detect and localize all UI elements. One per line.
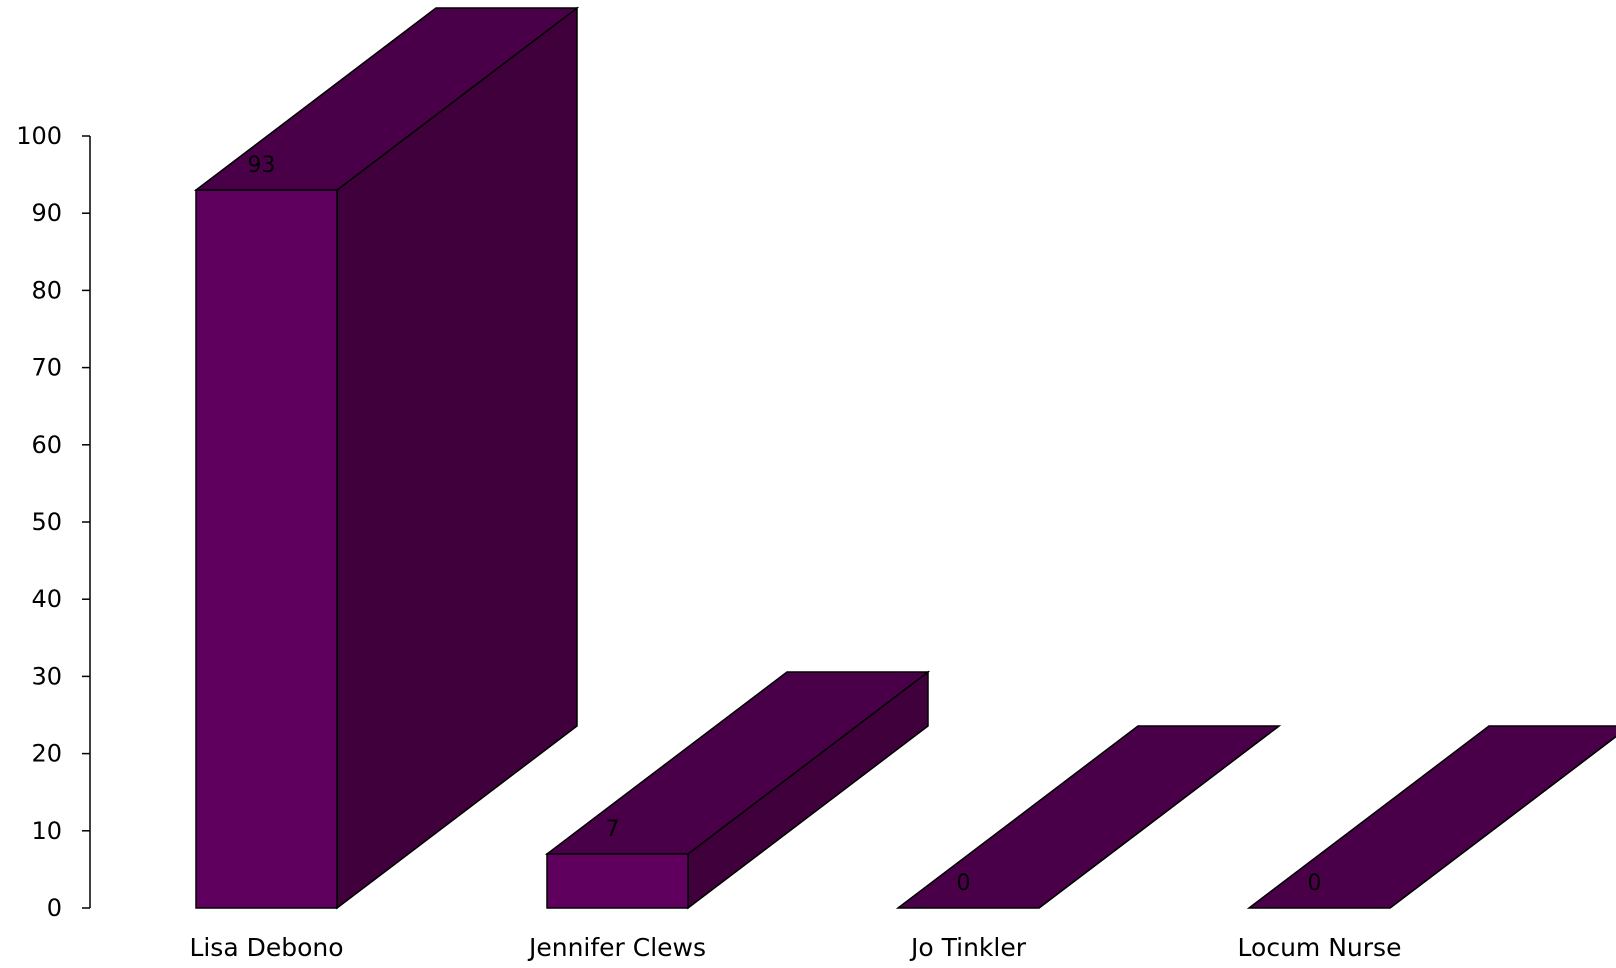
data-label: 93 <box>248 153 276 178</box>
y-tick-label: 50 <box>31 508 62 536</box>
y-tick-label: 20 <box>31 740 62 768</box>
y-tick-label: 60 <box>31 431 62 459</box>
bars <box>193 6 1616 910</box>
y-tick-label: 100 <box>16 122 62 150</box>
bar-top-face <box>1246 725 1616 909</box>
x-category-label: Jo Tinkler <box>909 933 1027 962</box>
y-tick-label: 80 <box>31 276 62 304</box>
y-tick-label: 10 <box>31 817 62 845</box>
labels: 93 Lisa Debono 7 Jennifer Clews 0 Jo Tinkler 0… <box>189 153 1401 962</box>
bar-top-face <box>895 725 1282 909</box>
y-tick-label: 30 <box>31 662 62 690</box>
bar <box>544 670 931 910</box>
data-label: 7 <box>606 817 620 842</box>
bar-front-face <box>195 189 338 909</box>
x-category-label: Jennifer Clews <box>527 933 706 962</box>
bar-front-face <box>546 853 689 909</box>
bar <box>193 6 580 910</box>
x-category-label: Locum Nurse <box>1238 933 1402 962</box>
y-tick-label: 70 <box>31 354 62 382</box>
x-category-label: Lisa Debono <box>189 933 343 962</box>
data-label: 0 <box>1308 871 1322 896</box>
y-tick-label: 40 <box>31 585 62 613</box>
bar <box>895 725 1282 909</box>
y-tick-label: 0 <box>47 894 62 922</box>
y-axis: 0 10 20 30 40 50 60 70 80 90 100 <box>16 122 91 922</box>
bar <box>1246 725 1616 909</box>
data-label: 0 <box>957 871 971 896</box>
y-tick-label: 90 <box>31 199 62 227</box>
